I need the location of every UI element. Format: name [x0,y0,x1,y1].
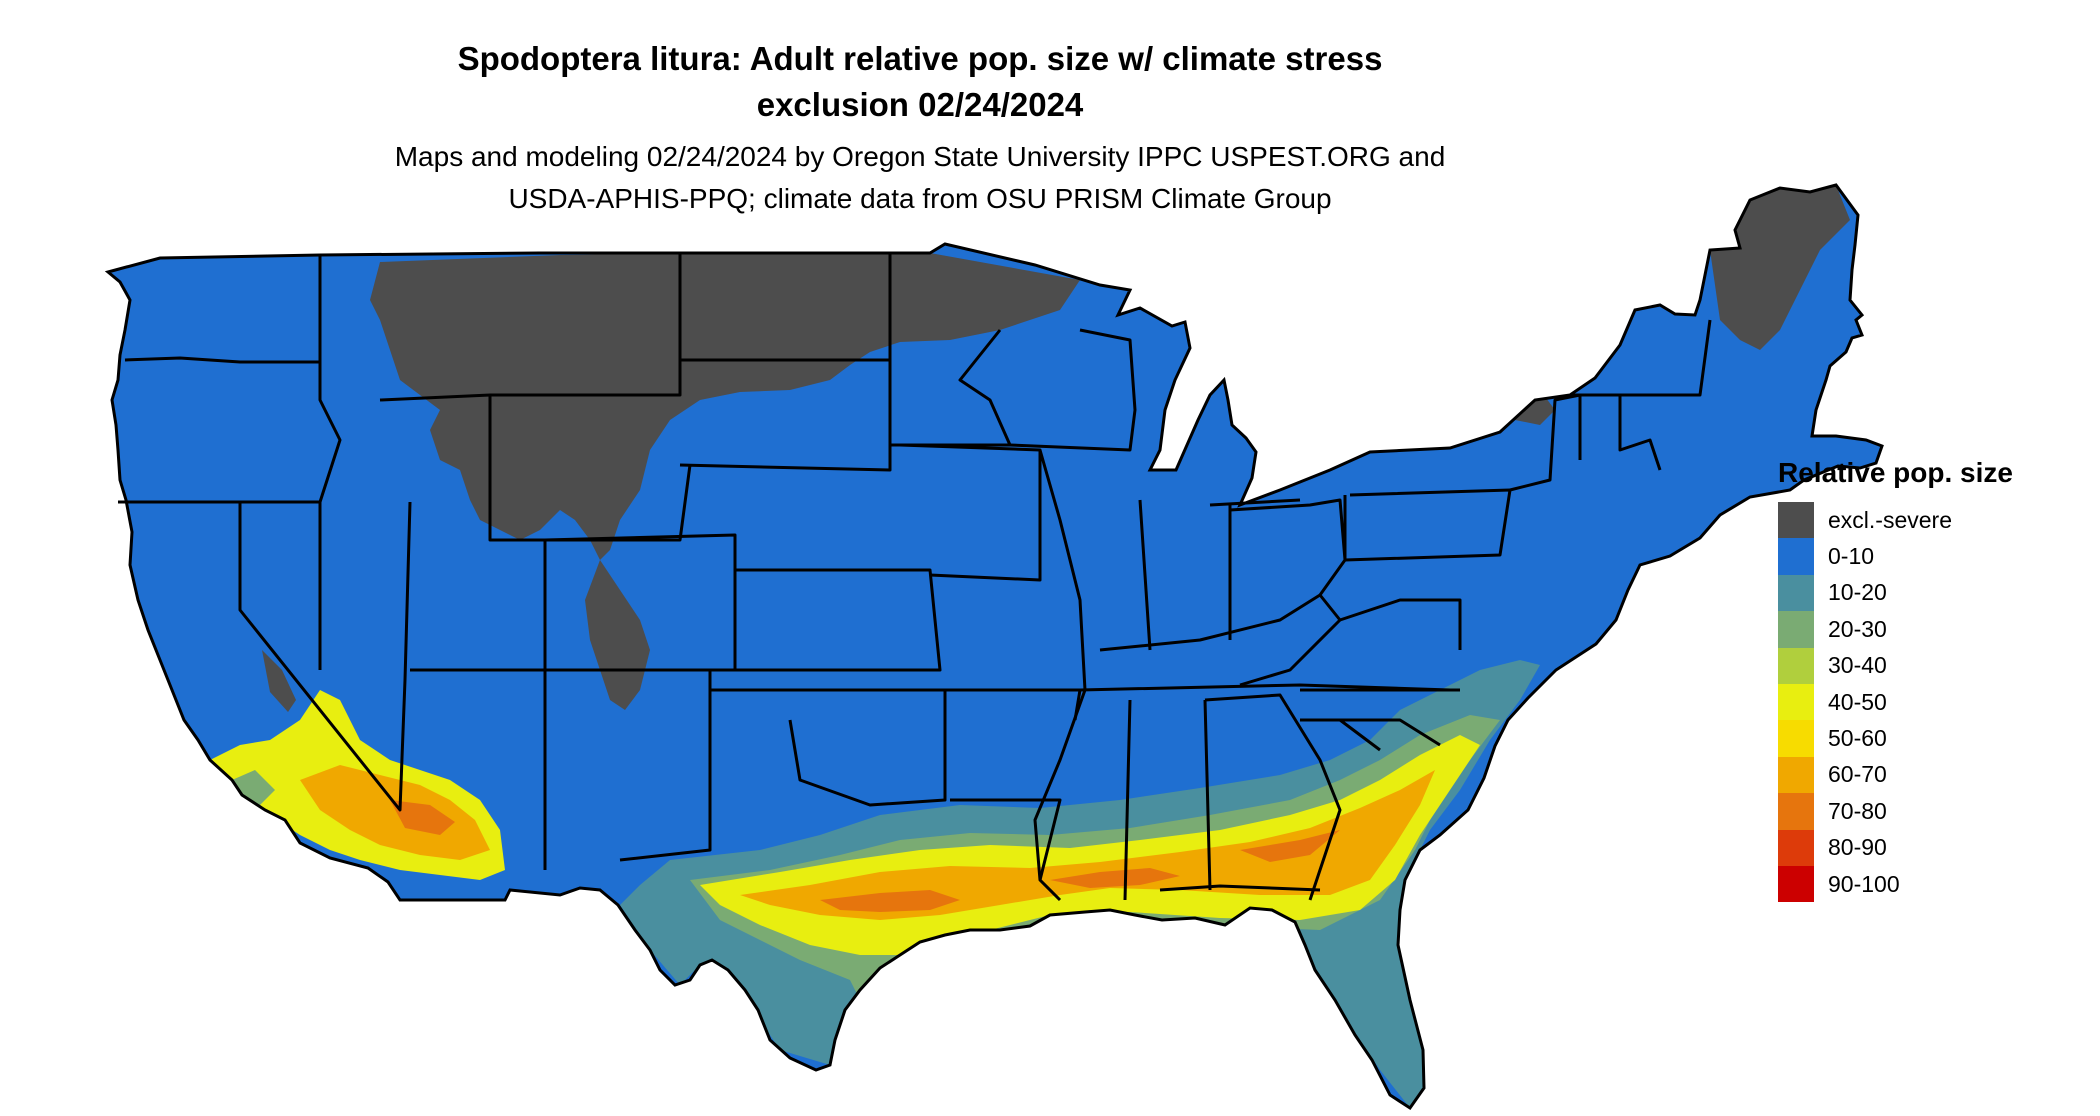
mississippi-alabama-border [1123,699,1212,901]
legend-label: 80-90 [1828,834,1887,861]
map-subtitle: Maps and modeling 02/24/2024 by Oregon S… [0,136,1840,220]
legend-items: excl.-severe 0-10 10-20 20-30 30-40 40-50 50-6… [1778,502,2013,903]
legend-label: 90-100 [1828,870,1900,897]
georgia-border [1204,693,1342,901]
newyork-border [1509,393,1581,492]
oklahoma-border [710,688,947,807]
illinois-indiana-border [1138,499,1232,651]
excluded-northern-plains-region [370,253,1080,560]
excluded-sierra-patch [262,650,296,712]
legend-label: 0-10 [1828,543,1875,570]
legend-item: 80-90 [1778,829,2013,866]
idaho-west-border [318,255,342,670]
carolinas-border [1300,718,1441,752]
gulf-70-80-patch-louisiana [1050,868,1180,888]
florida-north-border [1159,884,1321,892]
legend-label: 60-70 [1828,761,1887,788]
legend-swatch [1778,611,1814,648]
legend-swatch [1778,865,1814,903]
legend-label: 10-20 [1828,579,1887,606]
montana-south-border [379,253,682,402]
legend-swatch [1778,502,1814,539]
legend-item: 50-60 [1778,720,2013,757]
title-line-1: Spodoptera litura: Adult relative pop. s… [457,40,1383,77]
title-line-2: exclusion 02/24/2024 [756,86,1084,123]
arkansas-louisiana-border [950,798,1062,881]
legend-item: 90-100 [1778,865,2013,903]
desert-sw-70-80-patch [390,800,455,835]
tennessee-border [1079,683,1451,692]
legend-item: 40-50 [1778,683,2013,721]
nevada-border [238,501,412,812]
legend-swatch [1778,574,1814,612]
legend-label: 40-50 [1828,688,1887,715]
legend-label: 50-60 [1828,725,1887,752]
gulf-70-80-patch-texas [820,890,960,912]
legend-swatch [1778,829,1814,866]
minnesota-border [888,253,1012,447]
legend-swatch [1778,647,1814,684]
ohio-border [1229,498,1347,596]
newmexico-texas-border [619,670,712,862]
legend-item: 10-20 [1778,574,2013,612]
legend-item: 0-10 [1778,538,2013,575]
excluded-rockies-region [585,560,650,710]
legend-item: 30-40 [1778,647,2013,684]
colorado-border [544,533,737,672]
subtitle-line-1: Maps and modeling 02/24/2024 by Oregon S… [394,141,1446,172]
legend-item: 20-30 [1778,611,2013,648]
legend-swatch [1778,683,1814,721]
legend-swatch [1778,720,1814,757]
map-title: Spodoptera litura: Adult relative pop. s… [0,36,1840,128]
washington-oregon-border [124,356,320,364]
michigan-ohio-border [1209,498,1301,507]
legend-label: 30-40 [1828,652,1887,679]
subtitle-line-2: USDA-APHIS-PPQ; climate data from OSU PR… [508,183,1332,214]
pennsylvania-border [1343,488,1512,562]
excluded-maine-region [1710,185,1850,350]
legend-swatch [1778,793,1814,830]
gulf-70-80-patch-georgia [1240,830,1340,862]
gulf-60-70-band [740,770,1435,920]
legend-title: Relative pop. size [1778,457,2013,488]
legend-label: 70-80 [1828,797,1887,824]
legend-swatch [1778,756,1814,794]
legend-item: 60-70 [1778,756,2013,794]
virginia-border [1300,598,1462,692]
legend: Relative pop. size excl.-severe 0-10 10-20… [1778,456,2013,903]
legend-swatch [1778,538,1814,575]
desert-sw-60-70-band [300,765,490,860]
mississippi-river-border [1033,449,1087,902]
newengland-borders [1570,319,1712,471]
wisconsin-border [1009,328,1137,452]
legend-label: 20-30 [1828,615,1887,642]
iowa-missouri-border [899,443,1042,582]
legend-item: 70-80 [1778,793,2013,830]
state-borders [118,253,1712,902]
legend-item: excl.-severe [1778,502,2013,539]
legend-label: excl.-severe [1828,506,1952,533]
nebraska-kansas-border [735,568,942,672]
